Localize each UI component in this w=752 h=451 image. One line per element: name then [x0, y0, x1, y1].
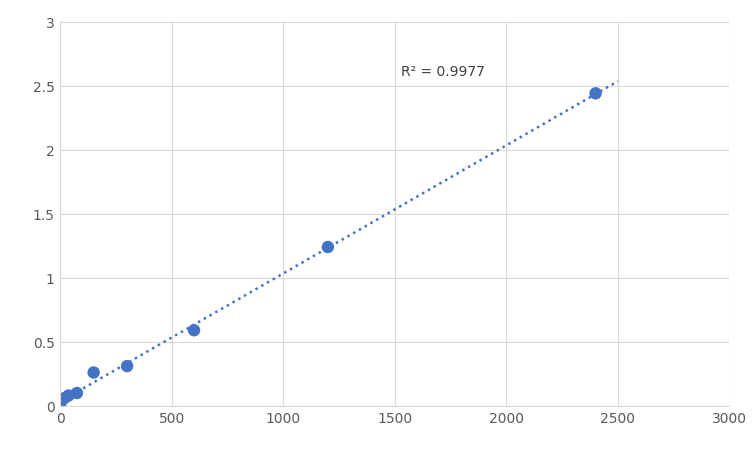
- Point: [59, 395, 71, 402]
- Point: [322, 244, 334, 251]
- Point: [87, 369, 99, 376]
- Point: [62, 392, 74, 399]
- Point: [54, 402, 66, 410]
- Point: [590, 91, 602, 98]
- Point: [188, 327, 200, 334]
- Point: [121, 363, 133, 370]
- Text: R² = 0.9977: R² = 0.9977: [402, 65, 485, 79]
- Point: [71, 390, 83, 397]
